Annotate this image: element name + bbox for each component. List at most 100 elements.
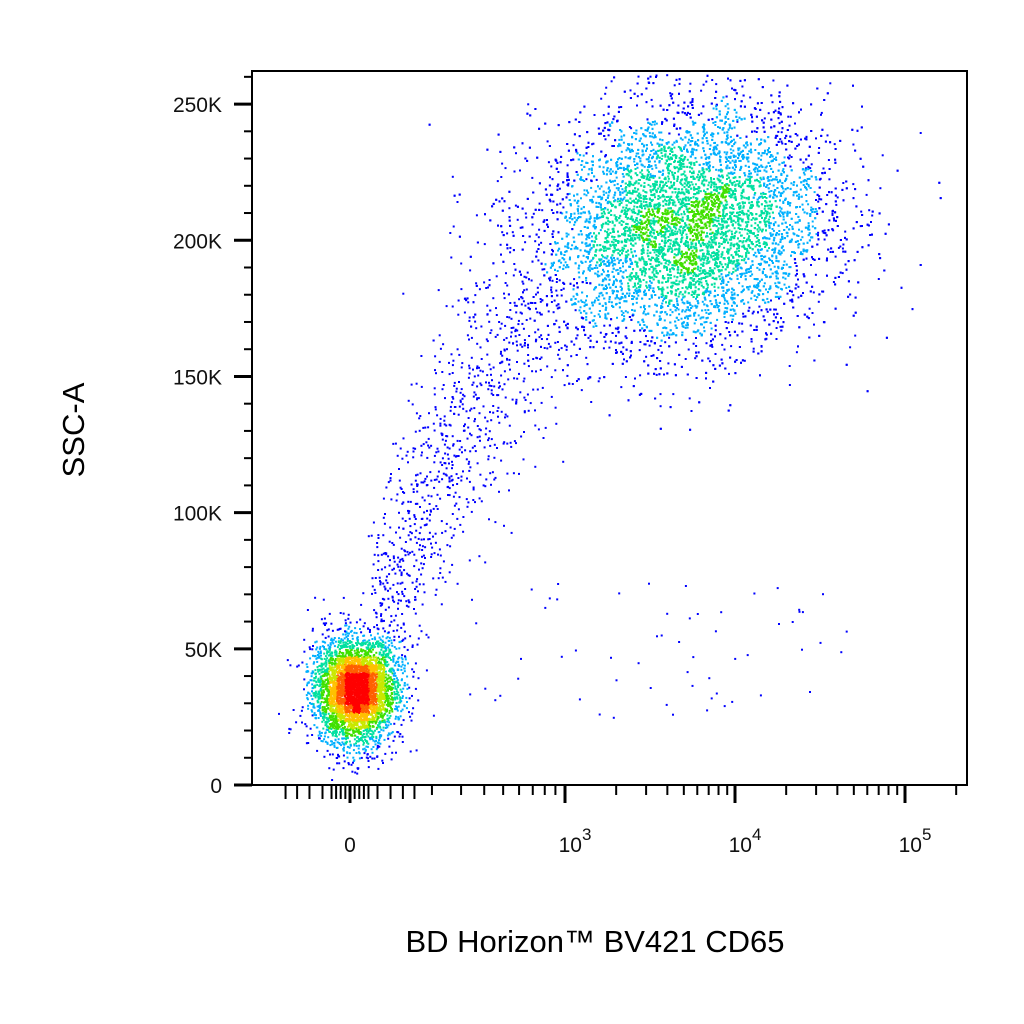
event-dot: [361, 693, 364, 696]
event-dot: [457, 413, 460, 416]
event-dot: [459, 440, 462, 442]
event-dot: [371, 675, 373, 678]
event-dot: [323, 670, 326, 673]
event-dot: [420, 454, 423, 457]
event-dot: [313, 712, 316, 715]
event-dot: [341, 701, 344, 704]
event-dot: [312, 692, 315, 695]
event-dot: [380, 672, 382, 675]
event-dot: [398, 701, 401, 704]
event-dot: [378, 745, 381, 748]
event-dot: [523, 275, 526, 278]
event-dot: [321, 633, 324, 636]
event-dot: [337, 644, 340, 647]
event-dot: [369, 718, 372, 721]
event-dot: [365, 654, 368, 657]
event-dot: [486, 353, 489, 356]
event-dot: [469, 466, 472, 469]
event-dot: [328, 699, 330, 702]
event-dot: [543, 268, 546, 271]
event-dot: [356, 667, 359, 670]
event-dot: [472, 395, 475, 398]
event-dot: [474, 294, 477, 297]
event-dot: [420, 355, 423, 357]
event-dot: [345, 732, 348, 735]
event-dot: [371, 751, 374, 754]
event-dot: [378, 667, 381, 670]
event-dot: [318, 737, 321, 740]
event-dot: [377, 675, 380, 678]
event-dot: [423, 524, 426, 527]
event-dot: [351, 659, 354, 662]
event-dot: [325, 700, 328, 703]
event-dot: [527, 409, 530, 412]
event-dot: [380, 618, 383, 621]
event-dot: [467, 301, 470, 304]
event-dot: [360, 648, 363, 651]
event-dot: [315, 692, 317, 695]
event-dot: [326, 689, 329, 692]
event-dot: [344, 619, 347, 622]
event-dot: [332, 694, 335, 697]
event-dot: [420, 573, 423, 576]
event-dot: [349, 656, 352, 659]
event-dot: [364, 749, 367, 752]
event-dot: [311, 710, 314, 713]
event-dot: [318, 691, 320, 694]
event-dot: [350, 763, 353, 766]
event-dot: [461, 397, 464, 400]
event-dot: [336, 694, 339, 697]
event-dot: [461, 403, 464, 406]
event-dot: [380, 568, 383, 571]
event-dot: [378, 664, 380, 666]
event-dot: [396, 706, 399, 709]
event-dot: [476, 425, 479, 427]
event-dot: [352, 676, 355, 679]
event-dot: [326, 651, 329, 654]
event-dot: [456, 517, 459, 520]
event-dot: [310, 675, 313, 678]
event-dot: [328, 647, 331, 650]
event-dot: [347, 634, 350, 637]
event-dot: [327, 654, 330, 657]
event-dot: [403, 670, 406, 673]
event-dot: [296, 665, 299, 668]
event-dot: [340, 728, 343, 731]
event-dot: [396, 684, 399, 687]
event-dot: [546, 347, 549, 350]
event-dot: [384, 608, 387, 611]
event-dot: [373, 636, 376, 639]
event-dot: [353, 738, 356, 741]
event-dot: [346, 703, 349, 705]
event-dot: [335, 651, 338, 654]
event-dot: [338, 652, 341, 655]
event-dot: [361, 736, 364, 739]
event-dot: [344, 702, 347, 705]
event-dot: [342, 682, 345, 685]
event-dot: [377, 708, 380, 711]
event-dot: [460, 475, 463, 478]
event-dot: [329, 716, 332, 719]
event-dot: [391, 731, 394, 734]
event-dot: [367, 730, 370, 733]
event-dot: [408, 686, 411, 689]
event-dot: [316, 646, 319, 649]
event-dot: [368, 723, 371, 726]
event-dot: [379, 699, 382, 702]
event-dot: [319, 652, 322, 654]
event-dot: [364, 652, 367, 654]
event-dot: [394, 705, 397, 708]
event-dot: [315, 672, 317, 675]
event-dot: [374, 721, 377, 724]
event-dot: [371, 735, 374, 738]
event-dot: [430, 556, 433, 558]
event-dot: [452, 359, 455, 362]
event-dot: [353, 700, 356, 703]
event-dot: [351, 682, 354, 685]
event-dot: [337, 702, 340, 705]
event-dot: [331, 712, 334, 715]
event-dot: [448, 462, 450, 465]
event-dot: [390, 658, 392, 661]
event-dot: [557, 249, 560, 252]
event-dot: [396, 563, 399, 566]
